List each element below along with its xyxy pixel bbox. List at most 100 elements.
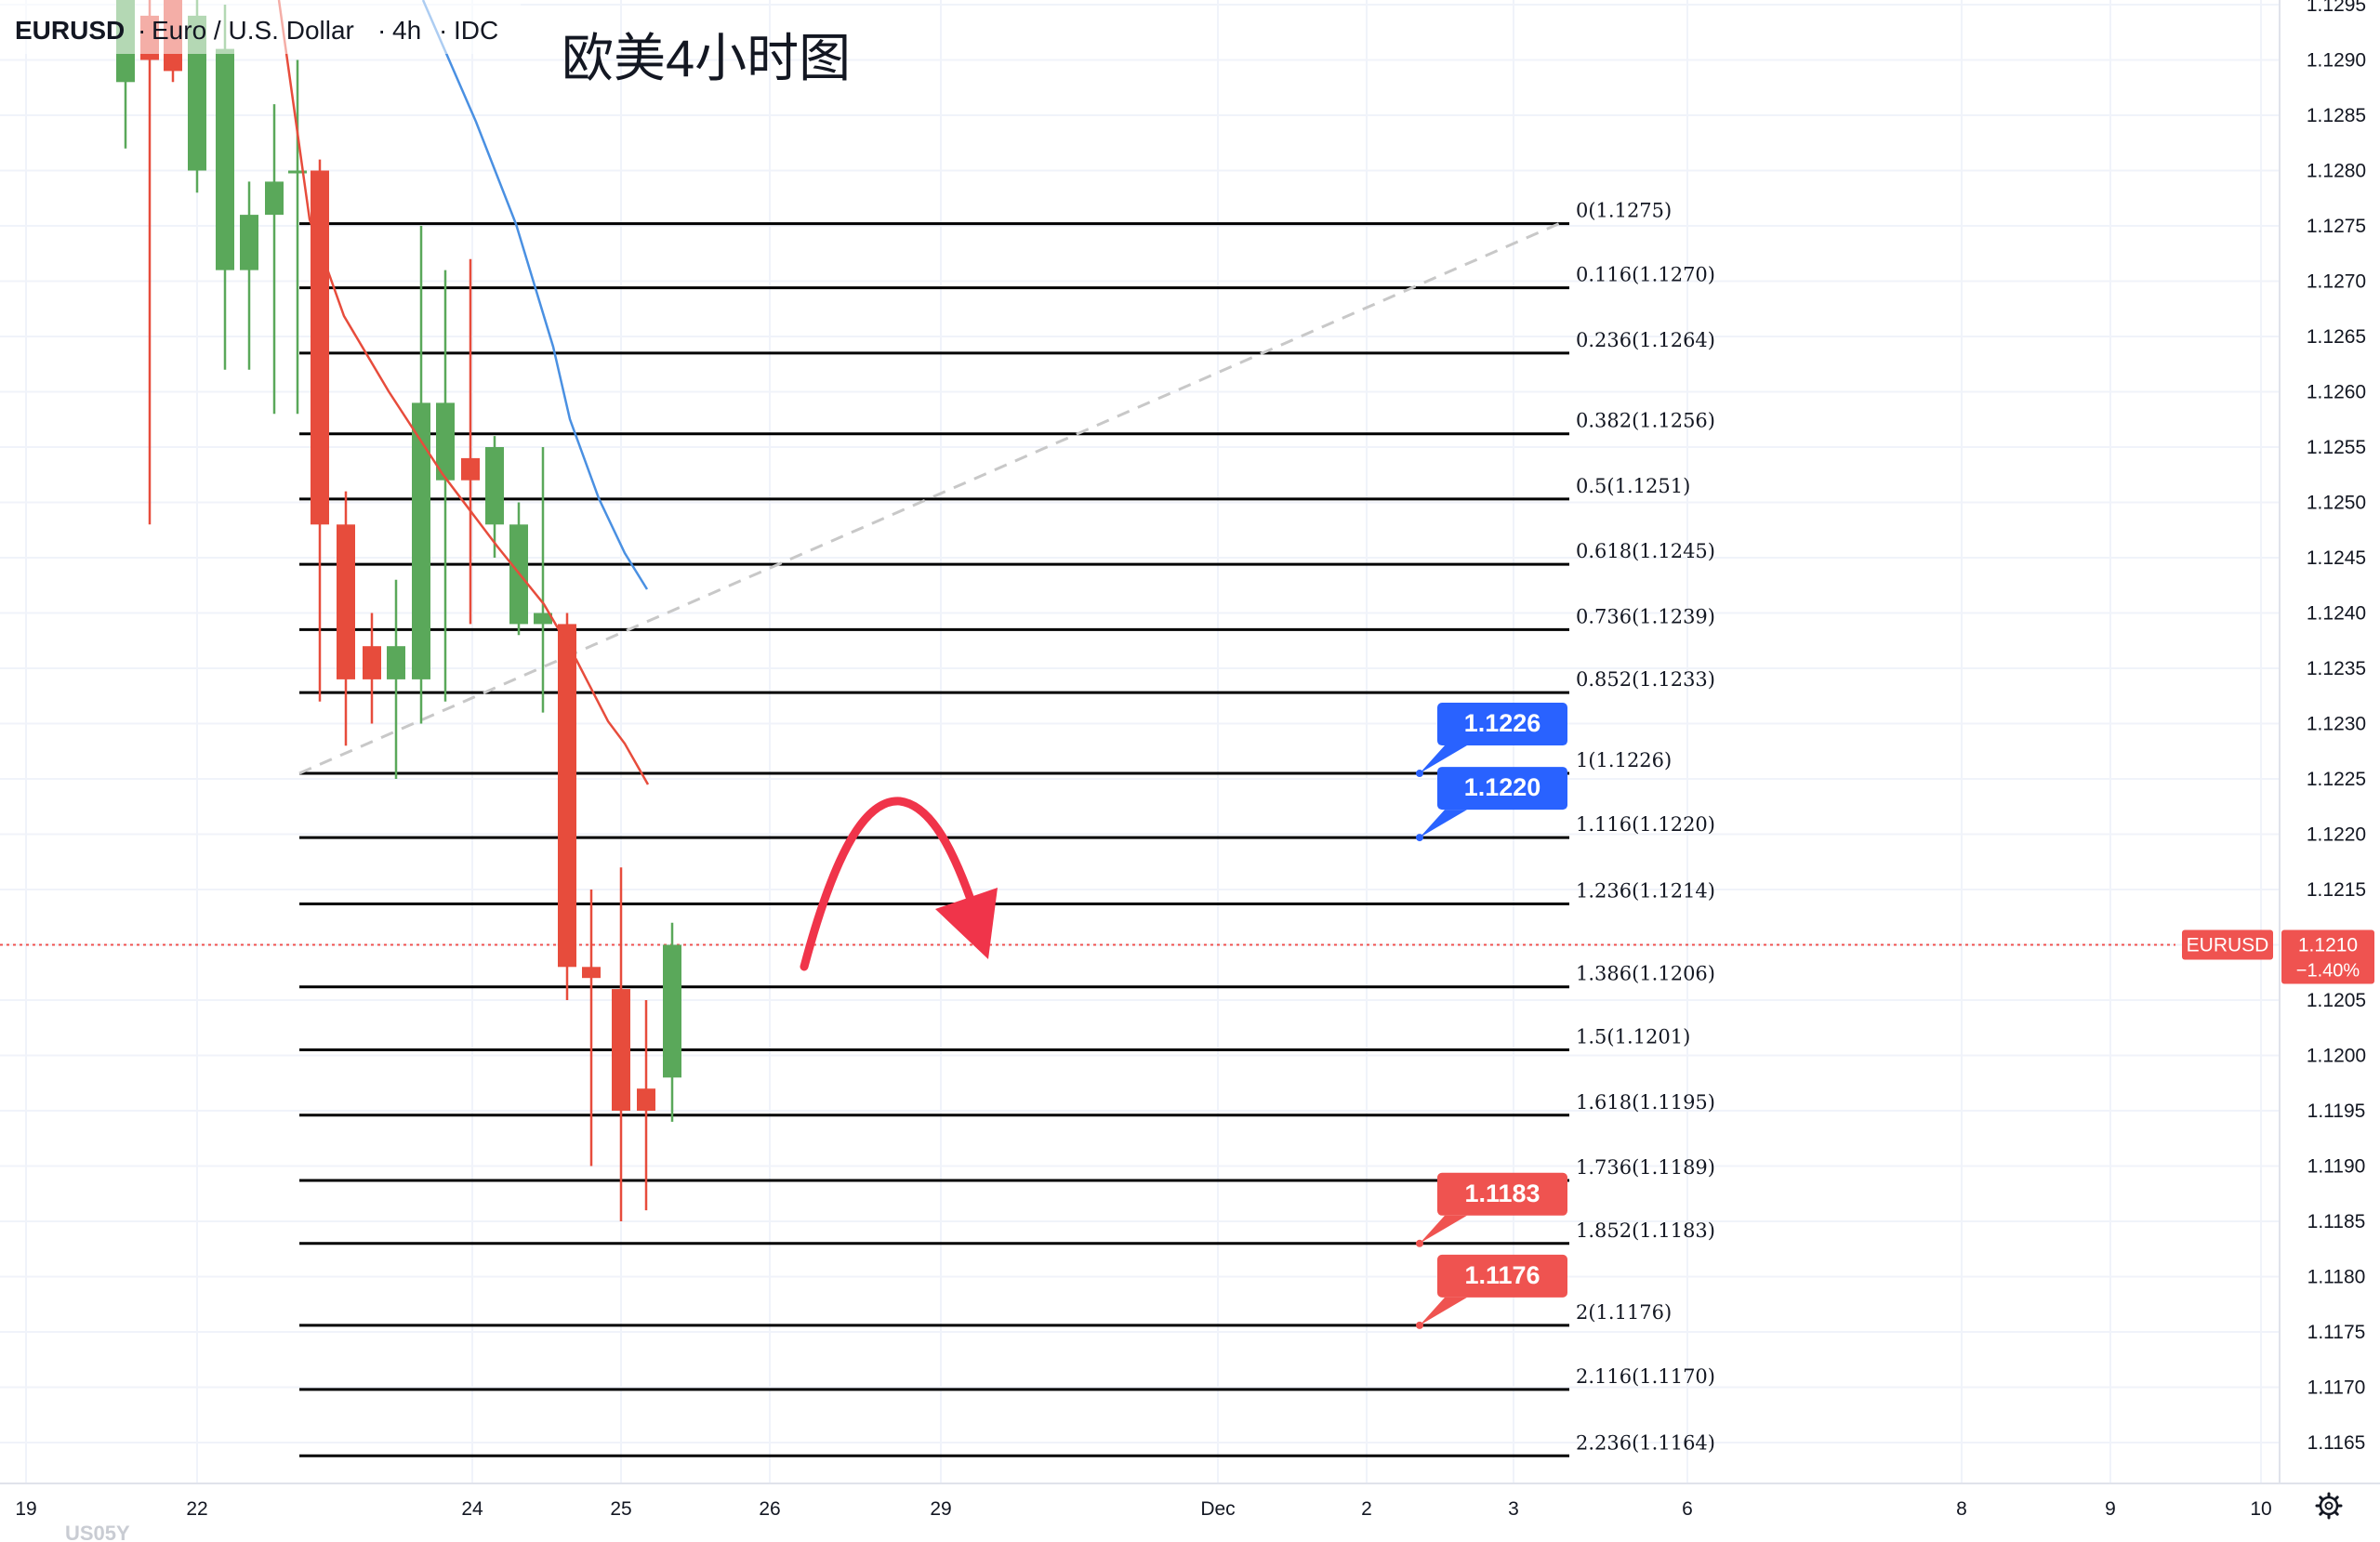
time-tick-label: 8: [1956, 1498, 1967, 1520]
price-tick-label: 1.1280: [2307, 161, 2366, 182]
price-tick-label: 1.1205: [2307, 990, 2366, 1011]
price-axis[interactable]: 1.1295 1.1290 1.1285 1.1280 1.1275 1.1270 1.12…: [2307, 0, 2366, 1454]
fib-level-label: 0.236(1.1264): [1576, 329, 1715, 351]
chart-annotation-text[interactable]: 欧美4小时图: [562, 29, 851, 87]
fib-level-label: 0.852(1.1233): [1576, 668, 1715, 691]
candle-body[interactable]: [612, 989, 630, 1111]
fib-level-label: 0(1.1275): [1576, 200, 1672, 222]
candle-body[interactable]: [311, 170, 329, 525]
gear-icon[interactable]: [2315, 1492, 2343, 1520]
fib-level-label: 0.618(1.1245): [1576, 540, 1715, 562]
fib-level-label: 1.618(1.1195): [1576, 1091, 1715, 1114]
time-tick-label: 2: [1361, 1498, 1372, 1520]
price-tick-label: 1.1265: [2307, 326, 2366, 348]
candlestick-series[interactable]: [116, 0, 681, 1221]
current-price-change: −1.40%: [2296, 961, 2360, 982]
price-tick-label: 1.1260: [2307, 382, 2366, 403]
price-tick-label: 1.1225: [2307, 769, 2366, 790]
time-tick-label: 22: [186, 1498, 207, 1520]
candle-body[interactable]: [265, 181, 284, 216]
candle-body[interactable]: [558, 624, 576, 968]
price-tick-label: 1.1275: [2307, 216, 2366, 237]
current-symbol-tag: EURUSD: [2182, 929, 2273, 960]
price-tick-label: 1.1170: [2307, 1377, 2366, 1399]
candle-body[interactable]: [485, 447, 504, 525]
candle-body[interactable]: [534, 613, 552, 625]
price-callouts[interactable]: 1.1226 1.1220 1.1183 1.1176: [1416, 703, 1567, 1329]
time-tick-label: 24: [461, 1498, 483, 1520]
callout-pointer: [1420, 810, 1467, 838]
price-tick-label: 1.1195: [2307, 1100, 2366, 1122]
price-tick-label: 1.1285: [2307, 105, 2366, 126]
symbol-ticker[interactable]: EURUSD: [15, 16, 125, 45]
callout-anchor: [1416, 1239, 1423, 1247]
candle-body[interactable]: [436, 402, 455, 481]
fib-level-label: 0.5(1.1251): [1576, 475, 1690, 497]
candle-body[interactable]: [461, 457, 480, 481]
legend-separator: ·: [138, 16, 146, 45]
price-tick-label: 1.1250: [2307, 493, 2366, 514]
candle-body[interactable]: [337, 524, 355, 679]
price-tick-label: 1.1295: [2307, 0, 2366, 16]
price-tick-label: 1.1200: [2307, 1046, 2366, 1067]
time-axis[interactable]: 19 22 24 25 26 29 Dec 2 3 6 8 9 10: [15, 1498, 2271, 1520]
callout-label: 1.1176: [1464, 1261, 1540, 1289]
moving-average-blue[interactable]: [421, 0, 649, 590]
time-tick-label: Dec: [1200, 1498, 1235, 1520]
fib-level-label: 2(1.1176): [1576, 1301, 1672, 1324]
compare-symbol-label: US05Y: [65, 1522, 130, 1542]
candle-body[interactable]: [188, 15, 206, 171]
time-tick-label: 29: [930, 1498, 951, 1520]
fib-level-label: 0.116(1.1270): [1576, 264, 1715, 286]
moving-average-red[interactable]: [277, 0, 650, 785]
callout-pointer: [1420, 1297, 1467, 1325]
callout-box[interactable]: [1437, 1172, 1567, 1216]
fib-level-label: 1.236(1.1214): [1576, 879, 1715, 902]
time-tick-label: 10: [2250, 1498, 2271, 1520]
fib-level-label: 1.736(1.1189): [1576, 1156, 1715, 1179]
price-tick-label: 1.1290: [2307, 50, 2366, 72]
price-tick-label: 1.1255: [2307, 437, 2366, 458]
callout-pointer: [1420, 1215, 1467, 1244]
price-tick-label: 1.1165: [2307, 1432, 2366, 1454]
price-tick-label: 1.1175: [2307, 1322, 2366, 1343]
callout-box[interactable]: [1437, 703, 1567, 746]
price-tick-label: 1.1245: [2307, 547, 2366, 569]
fib-level-label: 1.5(1.1201): [1576, 1026, 1690, 1048]
candle-body[interactable]: [240, 215, 258, 270]
candle-body[interactable]: [288, 170, 307, 174]
candle-body[interactable]: [637, 1088, 655, 1111]
candle-body[interactable]: [663, 944, 681, 1078]
price-tick-label: 1.1215: [2307, 879, 2366, 901]
candle-body[interactable]: [582, 967, 601, 979]
price-tick-label: 1.1230: [2307, 714, 2366, 735]
price-tick-label: 1.1235: [2307, 658, 2366, 679]
price-tick-label: 1.1240: [2307, 603, 2366, 625]
candle-body[interactable]: [412, 402, 430, 679]
callout-pointer: [1420, 745, 1467, 774]
time-tick-label: 25: [610, 1498, 631, 1520]
data-source-label: IDC: [454, 16, 498, 45]
price-tick-label: 1.1180: [2307, 1267, 2366, 1288]
fib-level-label: 1.852(1.1183): [1576, 1219, 1715, 1242]
fibonacci-extension[interactable]: 0(1.1275) 0.116(1.1270) 0.236(1.1264) 0.382…: [299, 200, 1715, 1457]
fib-level-label: 0.382(1.1256): [1576, 410, 1715, 432]
curved-arrow[interactable]: [800, 797, 998, 971]
symbol-description: Euro / U.S. Dollar: [152, 16, 354, 45]
callout-box[interactable]: [1437, 767, 1567, 811]
candle-body[interactable]: [363, 646, 381, 679]
fib-level-label: 1.116(1.1220): [1576, 813, 1715, 836]
fib-level-label: 2.236(1.1164): [1576, 1431, 1715, 1454]
symbol-legend[interactable]: EURUSD · Euro / U.S. Dollar · 4h · IDC: [0, 0, 521, 54]
callout-box[interactable]: [1437, 1254, 1567, 1298]
current-price-value: 1.1210: [2298, 935, 2358, 956]
candle-body[interactable]: [216, 48, 234, 270]
legend-separator: ·: [439, 16, 447, 45]
interval-label[interactable]: 4h: [392, 16, 421, 45]
current-symbol-label: EURUSD: [2187, 935, 2269, 956]
fib-level-label: 1.386(1.1206): [1576, 963, 1715, 985]
candle-body[interactable]: [387, 646, 405, 679]
grid: [0, 0, 2280, 1483]
trend-line[interactable]: [298, 219, 1566, 775]
